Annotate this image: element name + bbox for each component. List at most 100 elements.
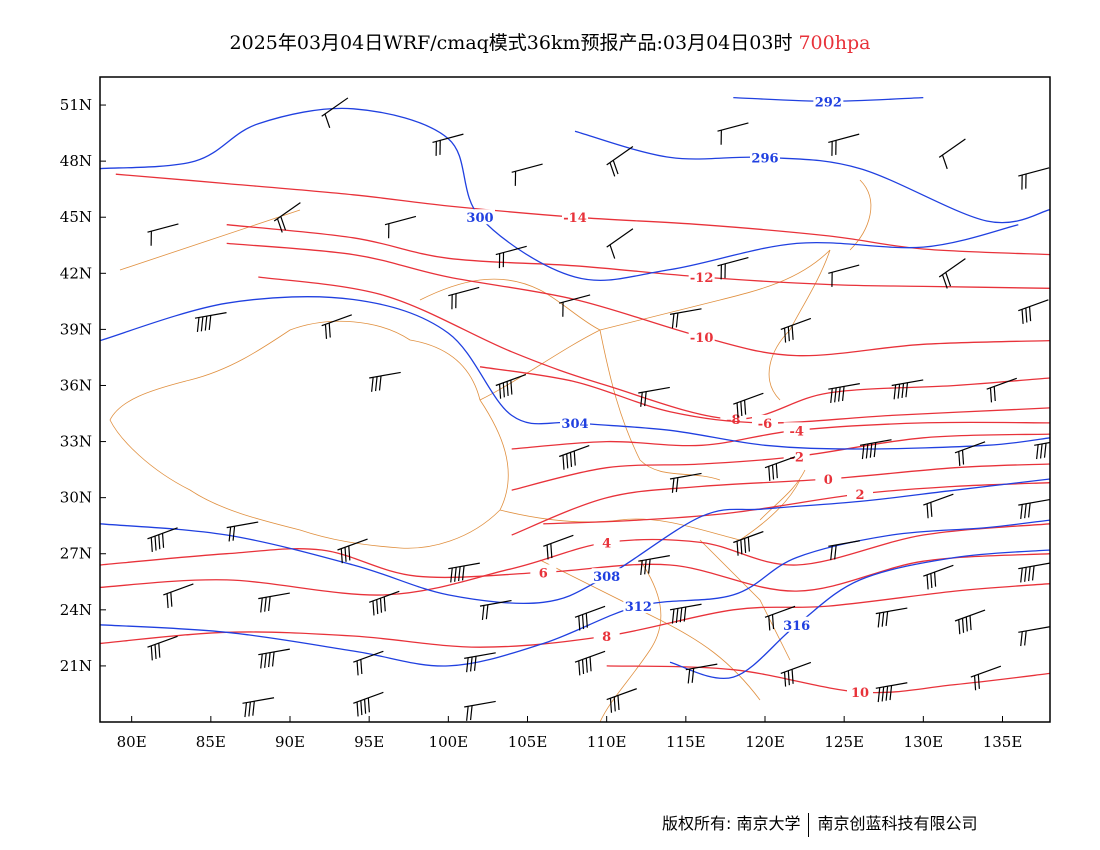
footer-credits: 版权所有: 南京大学 南京创蓝科技有限公司 [662, 810, 978, 837]
lon-tick-label: 115E [666, 733, 706, 751]
wind-barb [669, 308, 702, 329]
wind-barb [448, 562, 480, 583]
isotherm-line [479, 366, 1050, 424]
boundary-line [539, 559, 761, 701]
lat-tick-label: 33N [60, 433, 92, 451]
wind-barb [147, 223, 179, 246]
wind-barb [432, 133, 464, 156]
isotherm-label-bg [530, 564, 557, 580]
lon-tick-label: 85E [196, 733, 226, 751]
isotherm-line [511, 433, 1050, 491]
wind-barb [606, 228, 634, 259]
wind-barb [733, 530, 764, 556]
wind-barb [368, 590, 400, 616]
wind-barb [321, 97, 349, 128]
wind-barb [479, 599, 512, 620]
map-title: 2025年03月04日WRF/cmaq模式36km预报产品:03月04日03时 7… [0, 28, 1100, 55]
wind-barb [859, 439, 892, 460]
wind-barb [1034, 439, 1050, 460]
wind-barb [321, 314, 352, 339]
wind-barb [242, 697, 275, 718]
wind-barb [1018, 626, 1050, 647]
height-contour-label: 316 [783, 619, 810, 634]
wind-barb [669, 472, 702, 493]
wind-barb [543, 534, 574, 560]
isotherm-label-bg [593, 628, 620, 643]
wind-barb [226, 521, 259, 542]
isotherm-label-bg [562, 209, 588, 225]
boundary-line [499, 479, 801, 541]
height-contour-label: 308 [593, 570, 620, 585]
wind-barb [147, 527, 178, 552]
wind-barb [875, 682, 908, 703]
wind-barb [875, 607, 908, 628]
isotherm-label-bg [752, 414, 778, 430]
wind-barb [828, 264, 860, 287]
lon-tick-label: 100E [429, 733, 469, 751]
wind-barb [923, 493, 954, 519]
wind-barb [970, 665, 1002, 691]
boundary-line [599, 559, 662, 722]
height-label-bg [465, 209, 495, 225]
wind-barb [923, 564, 954, 590]
height-label-bg [781, 616, 812, 632]
lat-tick-label: 30N [60, 489, 92, 507]
wind-barb [258, 592, 290, 613]
title-text: 2025年03月04日WRF/cmaq模式36km预报产品:03月04日03时 [229, 32, 793, 54]
isotherm-label: 4 [602, 537, 611, 552]
isotherm-label: -14 [563, 211, 587, 226]
isotherm-label-bg [783, 448, 810, 464]
boundary-line [599, 329, 721, 481]
isotherm-line [258, 276, 1050, 420]
isotherm-label-bg [593, 534, 620, 550]
wind-barb [1018, 167, 1050, 190]
isotherm-label-bg [815, 470, 842, 486]
boundary-line [849, 179, 872, 251]
plot-frame [99, 76, 1051, 723]
isotherm-line [100, 548, 1050, 592]
boundary-line [699, 539, 791, 661]
wind-barb [606, 146, 634, 177]
height-contour-line [100, 519, 1050, 667]
height-label-bg [560, 414, 590, 430]
isotherm-label: -10 [690, 331, 714, 346]
wind-barb [369, 371, 401, 392]
wind-barb [574, 650, 606, 676]
wind-barb [954, 609, 986, 635]
height-contour-label: 312 [625, 600, 652, 615]
lat-tick-label: 36N [60, 376, 92, 394]
isotherm-label: 6 [539, 566, 548, 581]
wind-barb [938, 138, 966, 170]
wind-barbs [147, 97, 1050, 721]
isotherm-label: 0 [824, 473, 833, 488]
wind-barb [828, 383, 860, 404]
boundary-line [768, 249, 831, 401]
lon-tick-label: 80E [117, 733, 147, 751]
wind-barb [717, 122, 749, 145]
lon-tick-label: 90E [275, 733, 305, 751]
wind-barb [574, 605, 606, 631]
wind-barb [258, 648, 290, 669]
isotherm-label: 8 [602, 630, 611, 645]
lon-tick-label: 130E [904, 733, 944, 751]
wind-barb [147, 635, 178, 661]
wind-barb [669, 603, 702, 624]
boundary-line [119, 209, 301, 271]
boundary-line [759, 469, 806, 521]
height-contour-label: 292 [815, 95, 842, 110]
isotherm-line [543, 482, 1050, 525]
geopotential-height-contours: 292 296 300 304 308 312 316 [100, 93, 1050, 679]
height-contour-line [100, 478, 1050, 605]
lat-tick-label: 42N [60, 264, 92, 282]
isotherm-label: -4 [789, 424, 803, 439]
wind-barb [511, 163, 543, 186]
isotherm-line [100, 523, 1050, 596]
wind-barb [828, 540, 860, 561]
height-label-bg [813, 93, 844, 109]
lat-tick-label: 24N [60, 601, 92, 619]
lat-tick-label: 48N [60, 152, 92, 170]
isotherm-label-bg [783, 422, 810, 438]
height-label-bg [591, 568, 622, 584]
latitude-axis: 51N 48N 45N 42N 39N 36N 33N 30N 27N 24N 21N [60, 96, 106, 675]
